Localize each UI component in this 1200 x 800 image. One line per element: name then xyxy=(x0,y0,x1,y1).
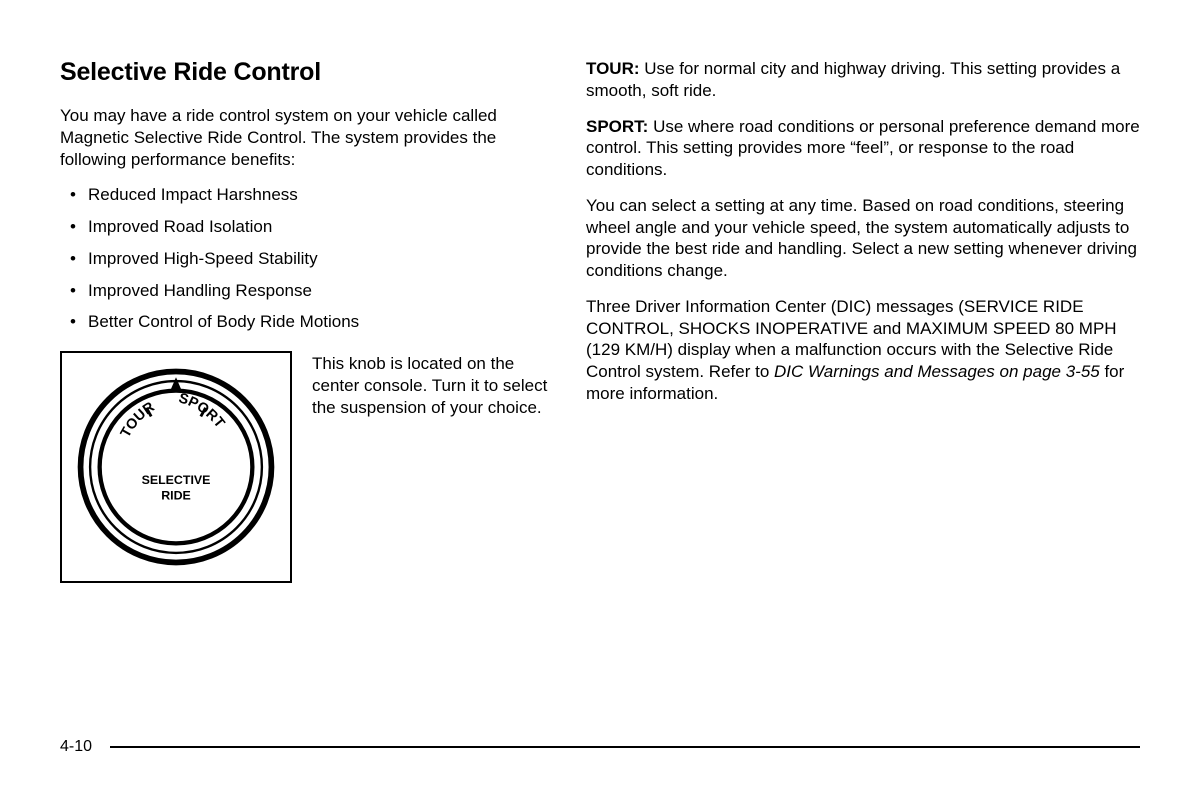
page-number: 4-10 xyxy=(60,738,92,756)
knob-tour-label: TOUR xyxy=(118,399,158,440)
sport-label: SPORT: xyxy=(586,117,648,136)
select-paragraph: You can select a setting at any time. Ba… xyxy=(586,195,1140,282)
sport-paragraph: SPORT: Use where road conditions or pers… xyxy=(586,116,1140,181)
page-footer: 4-10 xyxy=(60,738,1140,756)
dic-paragraph: Three Driver Information Center (DIC) me… xyxy=(586,296,1140,405)
left-column: Selective Ride Control You may have a ri… xyxy=(60,58,550,583)
intro-paragraph: You may have a ride control system on yo… xyxy=(60,105,550,170)
benefits-list: Reduced Impact Harshness Improved Road I… xyxy=(60,184,550,333)
footer-rule xyxy=(110,746,1140,748)
knob-center-label-2: RIDE xyxy=(161,488,191,502)
svg-text:TOUR: TOUR xyxy=(118,399,158,440)
list-item: Improved High-Speed Stability xyxy=(88,248,550,270)
knob-row: TOUR SPORT SELECTIVE RIDE This knob is l… xyxy=(60,351,550,583)
knob-icon: TOUR SPORT SELECTIVE RIDE xyxy=(71,362,281,572)
sport-text: Use where road conditions or personal pr… xyxy=(586,117,1140,180)
knob-caption: This knob is located on the center conso… xyxy=(312,351,550,418)
tour-label: TOUR: xyxy=(586,59,640,78)
right-column: TOUR: Use for normal city and highway dr… xyxy=(586,58,1140,583)
knob-illustration: TOUR SPORT SELECTIVE RIDE xyxy=(60,351,292,583)
list-item: Better Control of Body Ride Motions xyxy=(88,311,550,333)
tour-paragraph: TOUR: Use for normal city and highway dr… xyxy=(586,58,1140,102)
section-heading: Selective Ride Control xyxy=(60,58,550,87)
knob-center-label-1: SELECTIVE xyxy=(142,473,211,487)
list-item: Improved Handling Response xyxy=(88,280,550,302)
dic-reference: DIC Warnings and Messages on page 3-55 xyxy=(774,362,1100,381)
manual-page: Selective Ride Control You may have a ri… xyxy=(0,0,1200,623)
list-item: Reduced Impact Harshness xyxy=(88,184,550,206)
list-item: Improved Road Isolation xyxy=(88,216,550,238)
tour-text: Use for normal city and highway driving.… xyxy=(586,59,1120,100)
